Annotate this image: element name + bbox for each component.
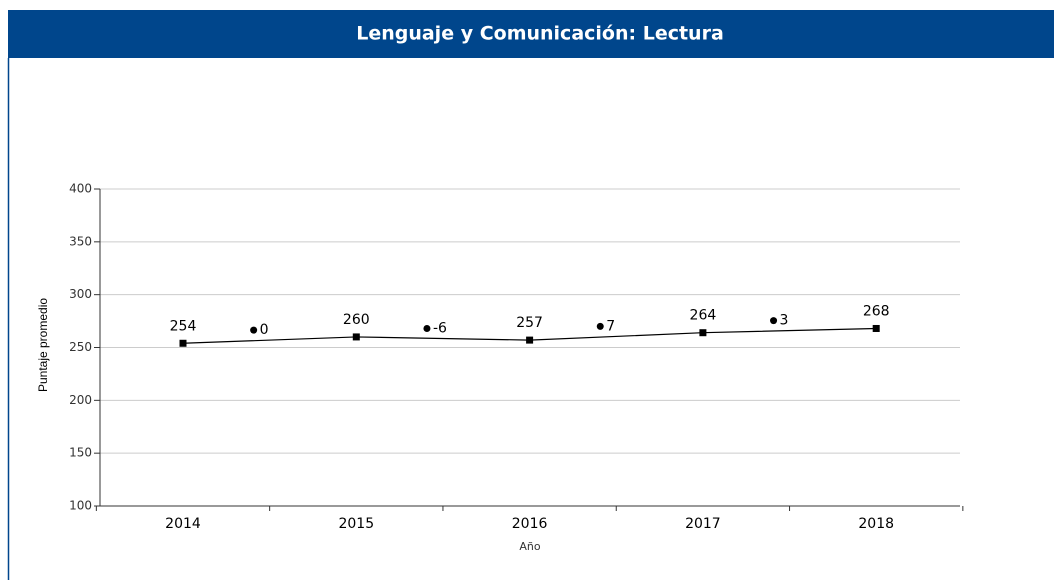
point-marker: [179, 339, 187, 347]
data-label: 260: [343, 312, 370, 328]
header-band: [8, 10, 1054, 58]
y-tick-label: 150: [69, 446, 92, 460]
difference-label: 0: [260, 322, 269, 338]
y-axis-label: Puntaje promedio: [36, 298, 50, 392]
y-tick-label: 100: [69, 499, 92, 513]
y-tick-label: 200: [69, 393, 92, 407]
difference-label: 7: [606, 318, 615, 334]
data-label: 254: [170, 318, 197, 334]
chart-title: Lenguaje y Comunicación: Lectura: [356, 23, 724, 45]
x-tick-label: 2016: [512, 516, 548, 532]
difference-marker: [596, 322, 604, 330]
data-label: 264: [690, 308, 717, 324]
difference-marker: [250, 326, 258, 334]
y-tick-label: 350: [69, 234, 92, 248]
difference-marker: [770, 317, 778, 325]
point-marker: [872, 324, 880, 332]
y-tick-label: 250: [69, 340, 92, 354]
data-label: 257: [516, 315, 543, 331]
difference-marker: [423, 325, 431, 333]
point-marker: [699, 329, 707, 337]
point-marker: [526, 336, 534, 344]
y-tick-label: 300: [69, 287, 92, 301]
x-tick-label: 2015: [338, 516, 374, 532]
x-axis-label: Año: [519, 540, 540, 553]
y-tick-label: 400: [69, 182, 92, 196]
x-tick-label: 2014: [165, 516, 201, 532]
x-tick-label: 2018: [858, 516, 894, 532]
difference-label: -6: [433, 321, 447, 337]
x-tick-label: 2017: [685, 516, 721, 532]
difference-label: 3: [780, 313, 789, 329]
data-label: 268: [863, 303, 890, 319]
point-marker: [352, 333, 360, 341]
